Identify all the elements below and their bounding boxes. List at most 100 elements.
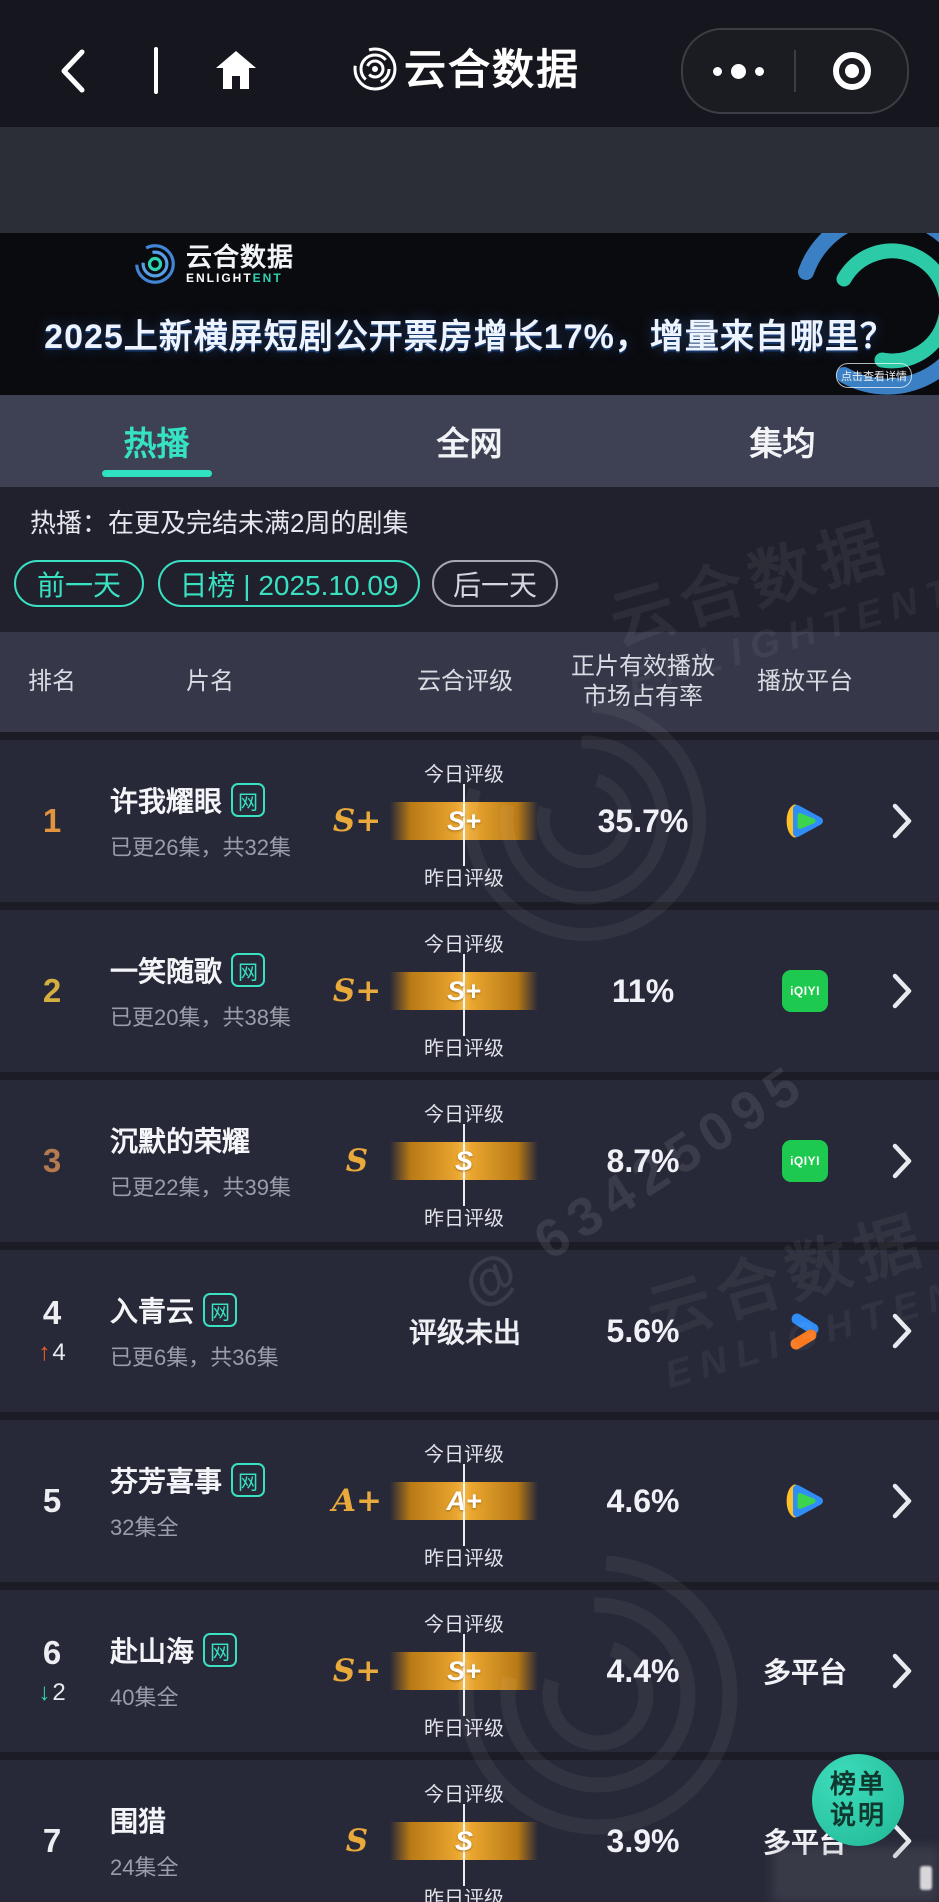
- platform-swoosh: [790, 1313, 819, 1350]
- row-chevron[interactable]: [874, 1590, 930, 1752]
- chevron-right-icon: [892, 973, 912, 1009]
- app-title: 云合数据: [404, 46, 581, 93]
- row-chevron[interactable]: [874, 1250, 930, 1412]
- rating-yesterday-label: 昨日评级: [424, 1548, 504, 1570]
- rating-today-label: 今日评级: [424, 1104, 504, 1126]
- banner-headline: 2025上新横屏短剧公开票房增长17%，增量来自哪里？: [44, 318, 895, 356]
- rating-connector-line: [463, 1464, 465, 1546]
- platform-tencent: [786, 804, 823, 838]
- header-title: 片名: [186, 668, 234, 695]
- chevron-right-icon: [892, 1653, 912, 1689]
- tab-hot-playing[interactable]: 热播: [0, 395, 313, 487]
- platform-cell: 多平台: [730, 1590, 880, 1752]
- capsule-divider: [794, 50, 796, 92]
- platform-iqiyi-label: iQIYI: [790, 1154, 820, 1168]
- rating-connector-line: [463, 1124, 465, 1206]
- title-cell: 沉默的荣耀 已更22集，共39集: [110, 1080, 335, 1242]
- row-chevron[interactable]: [874, 910, 930, 1072]
- miniprogram-capsule: [681, 28, 909, 114]
- rating-bar-letter: A+: [446, 1485, 482, 1516]
- table-row[interactable]: 6 ↓ 2 赴山海 网 40集全 S+ 今日评级 S+: [0, 1590, 939, 1752]
- title-text: 一笑随歌: [110, 956, 223, 987]
- ranking-info-button[interactable]: 榜单 说明: [812, 1754, 904, 1846]
- rating-connector-line: [463, 784, 465, 866]
- market-share: 8.7%: [606, 1142, 680, 1179]
- market-share: 11%: [611, 972, 675, 1009]
- table-row[interactable]: 5 芬芳喜事 网 32集全 A+ 今日评级 A+ 昨日评级: [0, 1420, 939, 1582]
- rank-number: 4: [42, 1294, 62, 1331]
- prev-day-button[interactable]: 前一天: [14, 560, 144, 607]
- title-text: 赴山海: [110, 1636, 195, 1667]
- table-row[interactable]: 3 沉默的荣耀 已更22集，共39集 S 今日评级 S 昨日评级: [0, 1080, 939, 1242]
- rating-today-label: 今日评级: [424, 1444, 504, 1466]
- platform-cell: [730, 740, 880, 902]
- rank-change-arrow: ↓: [38, 1679, 51, 1706]
- rating-today-label: 今日评级: [424, 1614, 504, 1636]
- chevron-right-icon: [892, 1483, 912, 1519]
- platform-iqiyi: iQIYI: [782, 970, 828, 1012]
- episodes-text: 40集全: [110, 1685, 179, 1710]
- platform-iqiyi-label: iQIYI: [790, 984, 820, 998]
- chevron-right-icon: [892, 803, 912, 839]
- close-record-icon[interactable]: [796, 30, 907, 112]
- rank-change-value: 2: [52, 1679, 66, 1706]
- rank-cell: 1: [0, 740, 104, 902]
- more-dots-icon[interactable]: [683, 30, 794, 112]
- table-header: 排名 片名 云合评级 正片有效播放 市场占有率 播放平台: [0, 632, 939, 732]
- back-icon[interactable]: [58, 48, 86, 94]
- market-share: 4.4%: [606, 1652, 680, 1689]
- table-row[interactable]: 4 ↑ 4 入青云 网 已更6集，共36集 评级未出 5.6%: [0, 1250, 939, 1412]
- title-cell: 入青云 网 已更6集，共36集: [110, 1250, 335, 1412]
- rating-yesterday-label: 昨日评级: [424, 1208, 504, 1230]
- header-rank: 排名: [28, 668, 76, 695]
- rating-today-letter: S+: [332, 803, 382, 839]
- platform-tencent: [786, 1484, 823, 1518]
- title-text: 许我耀眼: [110, 786, 223, 817]
- row-chevron[interactable]: [874, 740, 930, 902]
- date-selector[interactable]: 日榜 | 2025.10.09: [158, 560, 420, 607]
- rating-today-letter: S: [345, 1823, 369, 1859]
- tab-whole-network[interactable]: 全网: [436, 425, 503, 462]
- row-chevron[interactable]: [874, 1760, 930, 1902]
- episodes-text: 32集全: [110, 1515, 179, 1540]
- platform-cell: iQIYI: [730, 910, 880, 1072]
- rating-today-label: 今日评级: [424, 934, 504, 956]
- rank-number: 5: [42, 1482, 62, 1519]
- rating-bar-letter: S+: [447, 805, 481, 836]
- table-row[interactable]: 7 围猎 24集全 S 今日评级 S 昨日评级: [0, 1760, 939, 1902]
- header-platform: 播放平台: [757, 668, 853, 695]
- episodes-text: 已更20集，共38集: [110, 1005, 291, 1030]
- rank-cell: 6 ↓ 2: [0, 1590, 104, 1752]
- banner-logo-sub: ENLIGHT: [186, 271, 253, 285]
- rating-bar-letter: S+: [447, 1655, 481, 1686]
- banner-detail-button[interactable]: 点击查看详情: [836, 363, 912, 388]
- rank-number: 6: [42, 1634, 62, 1671]
- chevron-right-icon: [892, 1823, 912, 1859]
- navbar: 云合数据: [0, 0, 939, 127]
- title-cell: 芬芳喜事 网 32集全: [110, 1420, 335, 1582]
- web-drama-badge: 网: [231, 783, 266, 817]
- rank-change: ↓ 2: [38, 1679, 65, 1707]
- ranking-info-line1: 榜单: [829, 1769, 886, 1799]
- rating-bar-letter: S: [454, 1145, 473, 1176]
- table-row[interactable]: 2 一笑随歌 网 已更20集，共38集 S+ 今日评级 S+ 昨日评级: [0, 910, 939, 1072]
- rating-today-label: 今日评级: [424, 764, 504, 786]
- web-drama-badge: 网: [231, 1463, 266, 1497]
- rating-yesterday-label: 昨日评级: [424, 1038, 504, 1060]
- platform-cell: [730, 1250, 880, 1412]
- promo-banner[interactable]: 云合数据 ENLIGHTENT 2025上新横屏短剧公开票房增长17%，增量来自…: [0, 233, 939, 395]
- rating-today-letter: S+: [332, 1653, 382, 1689]
- episodes-text: 已更22集，共39集: [110, 1175, 291, 1200]
- rating-yesterday-label: 昨日评级: [424, 868, 504, 890]
- row-chevron[interactable]: [874, 1420, 930, 1582]
- next-day-button[interactable]: 后一天: [432, 560, 558, 607]
- table-row[interactable]: 1 许我耀眼 网 已更26集，共32集 S+ 今日评级 S+ 昨日评级: [0, 740, 939, 902]
- home-icon[interactable]: [212, 46, 260, 94]
- list-description: 热播：在更及完结未满2周的剧集: [30, 508, 409, 538]
- tab-per-episode[interactable]: 集均: [749, 425, 816, 462]
- top-tabstrip: 行业版 霸屏榜 全舆情热度榜 霸屏角色: [0, 127, 939, 345]
- row-chevron[interactable]: [874, 1080, 930, 1242]
- market-share: 5.6%: [606, 1312, 680, 1349]
- rank-change: ↑ 4: [38, 1339, 65, 1367]
